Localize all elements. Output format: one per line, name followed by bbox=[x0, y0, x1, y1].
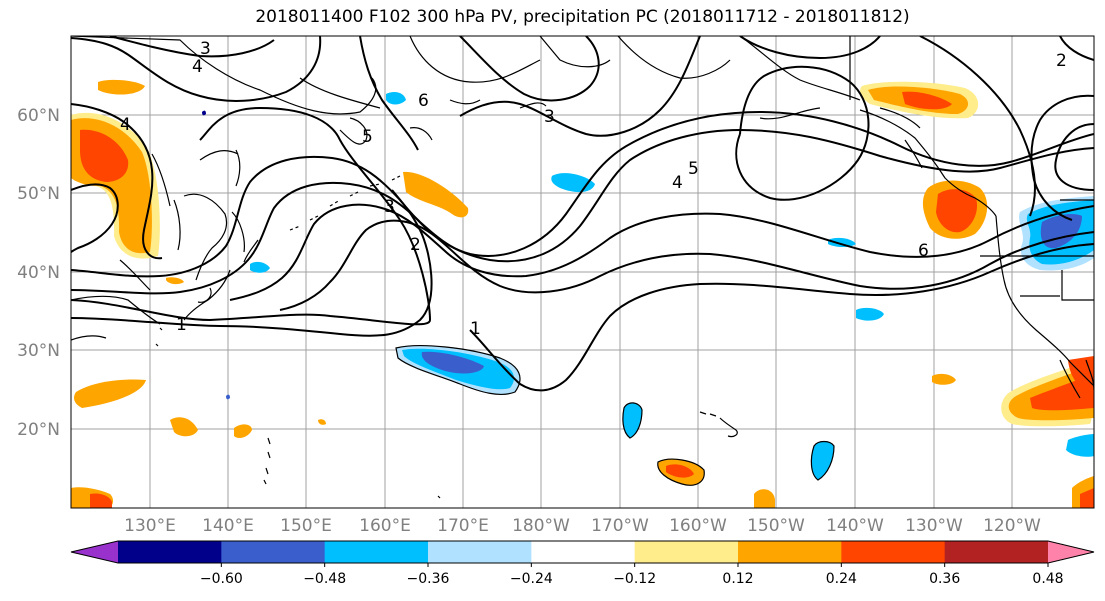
colorbar-outline bbox=[70, 540, 1095, 564]
colorbar-tick-label: −0.24 bbox=[510, 571, 553, 587]
contour-label: 1 bbox=[176, 315, 187, 335]
contour-label: 3 bbox=[200, 39, 211, 59]
lon-label: 160°E bbox=[359, 516, 411, 536]
lat-label: 40°N bbox=[17, 263, 60, 283]
contour-label: 2 bbox=[1056, 51, 1067, 71]
lon-label: 170°E bbox=[437, 516, 489, 536]
colorbar-tick-label: −0.36 bbox=[407, 571, 450, 587]
pv-contour-15 bbox=[1054, 123, 1094, 191]
pv-contour-12 bbox=[109, 36, 275, 58]
contour-label: 6 bbox=[918, 241, 929, 261]
pv-contour-13 bbox=[71, 103, 163, 260]
pv-contour-11 bbox=[71, 36, 322, 102]
pv-contour-20 bbox=[919, 36, 1036, 217]
precipitation-shading bbox=[71, 79, 1094, 508]
colorbar-segment bbox=[634, 541, 739, 563]
pv-contour-4 bbox=[71, 110, 1094, 278]
lat-label: 20°N bbox=[17, 420, 60, 440]
lon-label: 140°E bbox=[202, 516, 254, 536]
pv-contours bbox=[71, 36, 1094, 392]
colorbar-extend-high bbox=[1048, 541, 1094, 563]
lon-label: 150°W bbox=[747, 516, 805, 536]
colorbar-tick-label: 0.36 bbox=[929, 571, 960, 587]
contour-label: 4 bbox=[672, 173, 683, 193]
pv-contour-19 bbox=[739, 36, 881, 60]
pv-contour-5 bbox=[229, 203, 1094, 301]
colorbar-tick-label: −0.48 bbox=[303, 571, 346, 587]
contour-label: 1 bbox=[470, 319, 481, 339]
contour-label: 6 bbox=[418, 91, 429, 111]
lon-label: 150°E bbox=[280, 516, 332, 536]
contour-label: 3 bbox=[544, 107, 555, 127]
pv-contour-8 bbox=[735, 65, 870, 201]
colorbar-segment bbox=[841, 541, 946, 563]
lat-label: 30°N bbox=[17, 341, 60, 361]
longitude-labels: 130°E 140°E 150°E 160°E 170°E 180°W 170°… bbox=[124, 516, 1041, 536]
contour-label: 4 bbox=[120, 115, 131, 135]
pv-contour-3 bbox=[71, 128, 1094, 295]
pv-contour-18 bbox=[359, 36, 419, 151]
pv-contour-6 bbox=[279, 219, 1094, 311]
latitude-labels: 60°N 50°N 40°N 30°N 20°N bbox=[17, 106, 60, 440]
colorbar-segments bbox=[70, 540, 1095, 564]
pv-contour-1 bbox=[71, 106, 432, 326]
colorbar-segment bbox=[428, 541, 532, 563]
pv-contour-7 bbox=[469, 243, 1094, 392]
lon-label: 130°E bbox=[124, 516, 176, 536]
pv-contour-labels: 3 4 3 4 5 3 2 1 6 5 6 4 2 1 bbox=[120, 39, 1067, 339]
pv-contour-9 bbox=[459, 36, 701, 137]
lon-label: 160°W bbox=[669, 516, 727, 536]
contour-label: 5 bbox=[688, 159, 699, 179]
map-panel: 3 4 3 4 5 3 2 1 6 5 6 4 2 1 bbox=[70, 35, 1095, 509]
colorbar-tick-label: 0.12 bbox=[722, 571, 753, 587]
lat-label: 50°N bbox=[17, 184, 60, 204]
lat-label: 60°N bbox=[17, 106, 60, 126]
lon-label: 140°W bbox=[826, 516, 884, 536]
colorbar-tick-label: −0.60 bbox=[200, 571, 243, 587]
colorbar-segment bbox=[738, 541, 842, 563]
colorbar-ticks: −0.60 −0.48 −0.36 −0.24 −0.12 0.12 0.24 0.36 0.4… bbox=[200, 563, 1064, 587]
precip-positive-anomalies bbox=[71, 79, 1094, 508]
lon-label: 180°W bbox=[512, 516, 570, 536]
lon-label: 120°W bbox=[983, 516, 1041, 536]
contour-label: 5 bbox=[362, 127, 373, 147]
contour-label: 4 bbox=[192, 57, 203, 77]
contour-label: 3 bbox=[384, 197, 395, 217]
colorbar-segment bbox=[118, 541, 222, 563]
contour-label: 2 bbox=[410, 235, 421, 255]
colorbar-segment bbox=[221, 541, 326, 563]
colorbar-extend-low bbox=[71, 541, 118, 563]
pv-contour-10 bbox=[459, 36, 600, 102]
precip-negative-anomalies bbox=[202, 92, 1094, 480]
colorbar-tick-label: −0.12 bbox=[613, 571, 656, 587]
pv-contour-17 bbox=[1059, 36, 1094, 61]
pv-contour-16 bbox=[1030, 94, 1094, 221]
colorbar-segment bbox=[944, 541, 1049, 563]
colorbar: −0.60 −0.48 −0.36 −0.24 −0.12 0.12 0.24 0.36 0.4… bbox=[70, 540, 1095, 587]
map-frame bbox=[70, 35, 1095, 509]
figure-title: 2018011400 F102 300 hPa PV, precipitatio… bbox=[255, 7, 910, 27]
pv-contour-14 bbox=[71, 183, 119, 253]
colorbar-tick-label: 0.48 bbox=[1032, 571, 1063, 587]
colorbar-segment bbox=[324, 541, 429, 563]
colorbar-tick-label: 0.24 bbox=[826, 571, 857, 587]
lon-label: 130°W bbox=[905, 516, 963, 536]
colorbar-segment bbox=[531, 541, 636, 563]
lon-label: 170°W bbox=[591, 516, 649, 536]
